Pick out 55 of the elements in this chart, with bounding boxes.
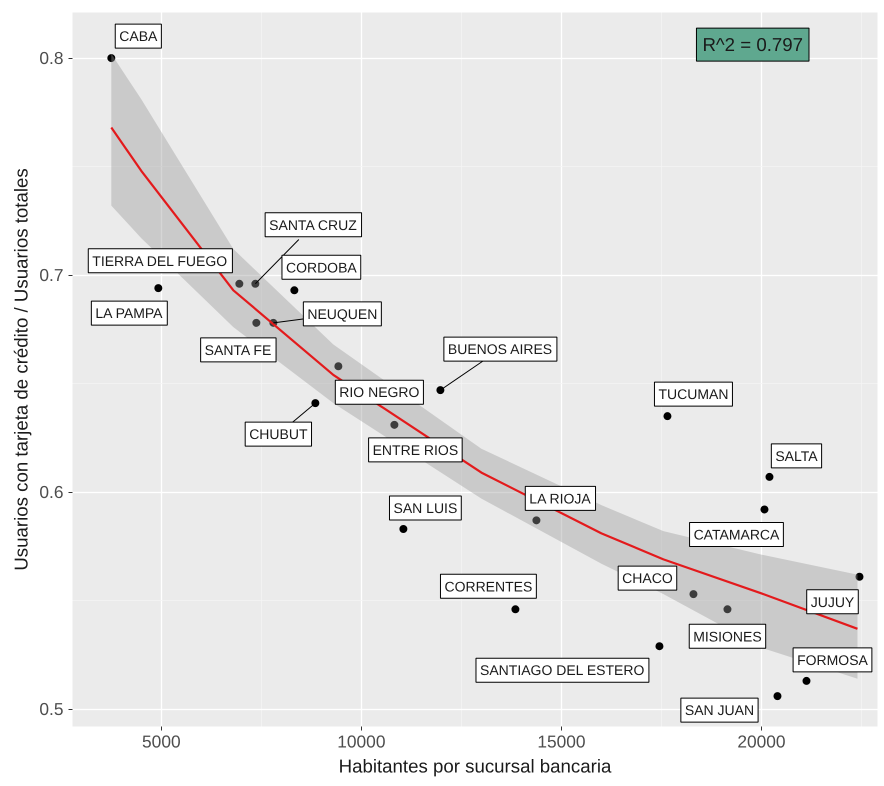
point — [154, 284, 162, 292]
point — [107, 54, 116, 62]
point — [689, 590, 698, 598]
annotation: R^2 = 0.797 — [702, 34, 804, 56]
annotation: CORRENTES — [444, 578, 532, 594]
point — [802, 676, 810, 685]
annotation: TUCUMAN — [658, 386, 728, 402]
x-tick-label: 10000 — [337, 732, 386, 752]
point — [663, 412, 672, 420]
point — [399, 525, 408, 534]
annotation: TIERRA DEL FUEGO — [92, 252, 228, 269]
annotation: CHACO — [622, 570, 673, 586]
point — [311, 399, 320, 408]
point — [765, 472, 774, 481]
annotation: SANTA FE — [204, 342, 272, 358]
x-tick-label: 5000 — [142, 732, 181, 752]
point — [723, 605, 732, 614]
x-axis-title: Habitantes por sucursal bancaria — [338, 756, 612, 776]
point — [252, 318, 260, 327]
annotation: SAN JUAN — [684, 702, 754, 718]
point — [773, 692, 782, 700]
point — [760, 505, 768, 514]
point — [390, 420, 398, 429]
annotation: LA PAMPA — [95, 305, 164, 322]
annotation: CORDOBA — [286, 259, 358, 276]
annotation: LA RIOJA — [529, 490, 592, 506]
y-tick-label: 0.6 — [39, 482, 64, 502]
annotation: ENTRE RIOS — [372, 442, 458, 458]
y-tick-label: 0.8 — [39, 48, 64, 68]
point — [511, 605, 520, 614]
annotation: NEUQUEN — [307, 306, 378, 322]
point — [334, 362, 342, 370]
annotation: SANTA CRUZ — [269, 216, 358, 233]
y-tick-label: 0.7 — [39, 265, 64, 286]
y-tick-label: 0.5 — [39, 699, 64, 720]
x-tick-label: 15000 — [537, 732, 586, 752]
annotation: SAN LUIS — [393, 500, 458, 516]
annotation: MISIONES — [693, 628, 762, 644]
annotation: RIO NEGRO — [339, 384, 420, 400]
point — [855, 572, 864, 581]
annotation: BUENOS AIRES — [448, 341, 552, 358]
point — [235, 280, 244, 288]
annotation: SANTIAGO DEL ESTERO — [480, 662, 644, 678]
annotation: CABA — [119, 28, 158, 44]
annotation: CATAMARCA — [694, 526, 780, 542]
point — [655, 642, 664, 650]
point — [290, 286, 298, 294]
point — [532, 516, 540, 524]
point — [436, 386, 444, 394]
x-tick-label: 20000 — [737, 732, 786, 752]
annotation: JUJUY — [810, 594, 855, 610]
y-axis-title: Usuarios con tarjeta de crédito / Usuarios totales — [10, 168, 32, 571]
annotation: FORMOSA — [797, 652, 869, 668]
annotation: CHUBUT — [249, 426, 308, 442]
annotation: SALTA — [775, 448, 818, 464]
